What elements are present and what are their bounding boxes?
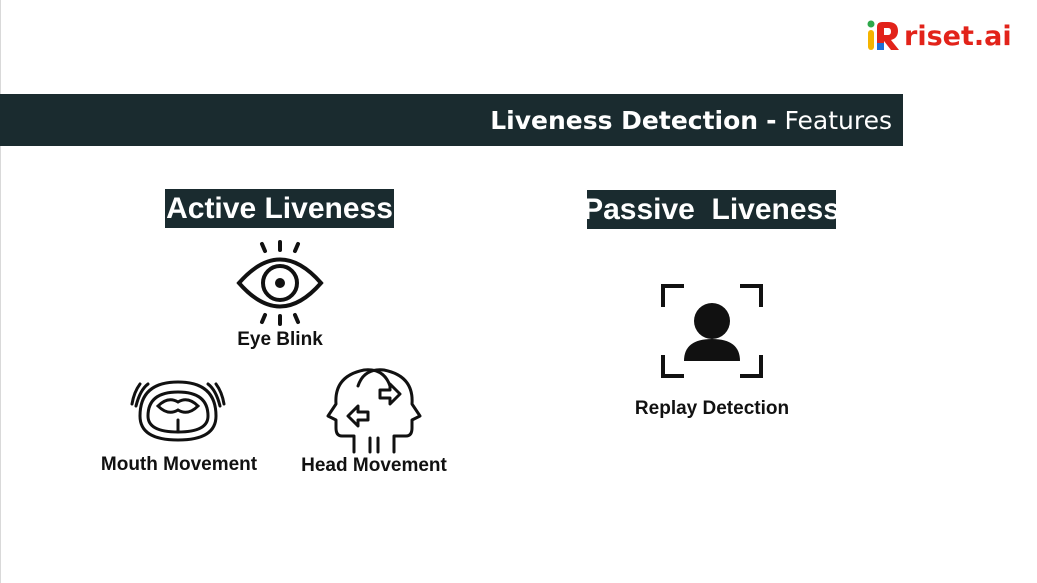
- head-turn-icon: [326, 368, 422, 454]
- banner-title: Liveness Detection: [490, 105, 759, 135]
- banner-subtitle: Features: [784, 105, 893, 135]
- ir-logo-icon: [867, 20, 899, 50]
- slide-left-border: [0, 0, 1, 583]
- feature-label-eye-blink: Eye Blink: [237, 329, 323, 350]
- title-banner: Liveness Detection - Features: [0, 94, 903, 146]
- feature-label-head-movement: Head Movement: [301, 455, 447, 476]
- banner-separator: -: [766, 105, 777, 135]
- active-liveness-heading: Active Liveness: [165, 189, 394, 228]
- eye-blink-icon: [236, 240, 324, 326]
- face-scan-icon: [661, 284, 763, 378]
- brand-logo: riset.ai: [866, 18, 1012, 54]
- feature-label-replay-detection: Replay Detection: [634, 398, 790, 419]
- mouth-open-icon: [130, 380, 226, 442]
- passive-liveness-heading: Passive Liveness: [583, 190, 840, 229]
- feature-label-mouth-movement: Mouth Movement: [100, 454, 258, 475]
- brand-name: riset.ai: [904, 20, 1012, 52]
